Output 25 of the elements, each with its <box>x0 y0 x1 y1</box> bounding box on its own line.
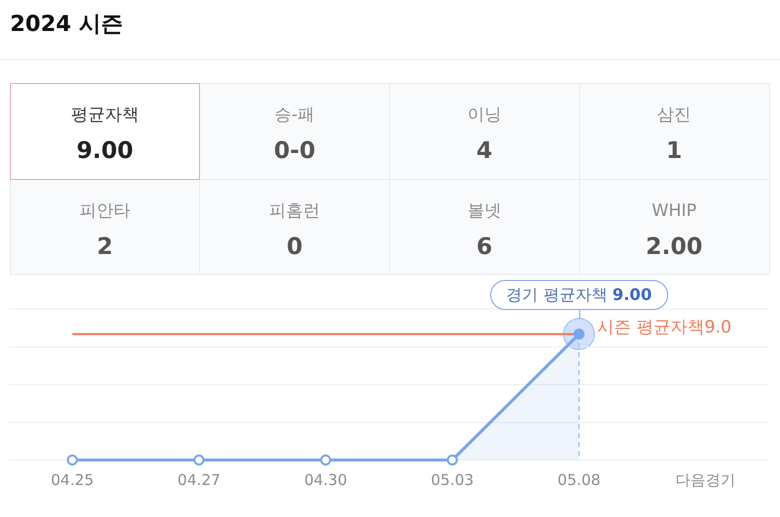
category-label: 피안타 <box>79 200 130 220</box>
category-label: WHIP <box>652 200 697 220</box>
category-label: 평균자책 <box>70 105 139 125</box>
category-label: 승-패 <box>274 105 315 125</box>
text: 4 <box>476 138 492 164</box>
text: 2024 시즌 <box>10 11 123 39</box>
category-label: 피홈런 <box>269 200 320 220</box>
text: 0 <box>286 234 303 260</box>
text: 9.00 <box>76 138 134 164</box>
text: 0-0 <box>274 138 316 164</box>
text: 2.00 <box>646 234 702 260</box>
x-tick-label: 다음경기 <box>676 470 736 489</box>
text: 2 <box>96 234 113 260</box>
annotation: 경기 평균자책 9.00 <box>506 285 652 304</box>
x-tick-label: 04.25 <box>50 470 94 489</box>
category-label: 이닝 <box>467 105 502 125</box>
x-tick-label: 05.08 <box>558 470 600 489</box>
category-label: 삼진 <box>657 105 692 125</box>
x-tick-label: 04.30 <box>304 470 348 489</box>
text: 1 <box>666 138 682 164</box>
x-tick-label: 05.03 <box>430 470 474 489</box>
x-tick-label: 04.27 <box>178 470 220 489</box>
text: 6 <box>476 234 492 260</box>
category-label: 볼넷 <box>467 200 502 220</box>
ref-line-label: 시즌 평균자책9.0 <box>597 318 732 338</box>
